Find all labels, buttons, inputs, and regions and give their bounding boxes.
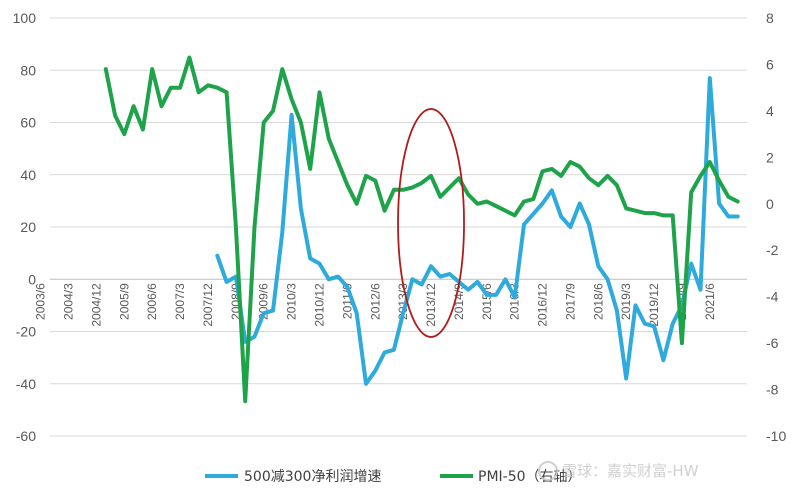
- legend-label-series-2: PMI-50（右轴）: [478, 469, 582, 485]
- series-layer: [103, 55, 740, 404]
- x-tick-label: 2016/12: [536, 283, 550, 327]
- y-left-tick-label: 20: [20, 219, 36, 235]
- y-left-tick-label: -20: [16, 324, 36, 340]
- x-tick-label: 2013/12: [424, 283, 438, 327]
- x-tick-label: 2004/12: [89, 283, 103, 327]
- y-left-tick-label: -60: [16, 428, 36, 444]
- series-line-2: [103, 55, 740, 404]
- y-left-tick-label: 0: [28, 271, 36, 287]
- x-tick-label: 2005/9: [117, 283, 131, 320]
- y-right-tick-label: -6: [766, 335, 779, 351]
- series-line-1: [215, 76, 740, 386]
- y-left-tick-label: 100: [13, 10, 37, 26]
- x-tick-label: 2007/12: [201, 283, 215, 327]
- x-tick-label: 2003/6: [34, 283, 48, 320]
- watermark-text: 雪球：嘉实财富-HW: [562, 462, 699, 480]
- x-tick-label: 2017/9: [563, 283, 577, 320]
- y-right-tick-label: -2: [766, 242, 779, 258]
- x-tick-label: 2012/6: [368, 283, 382, 320]
- legend-label-series-1: 500减300净利润增速: [244, 469, 381, 485]
- x-tick-label: 2010/12: [313, 283, 327, 327]
- x-tick-label: 2007/3: [173, 283, 187, 320]
- x-tick-label: 2019/12: [647, 283, 661, 327]
- y-right-tick-label: 2: [766, 149, 774, 165]
- y-right-tick-label: -4: [766, 289, 779, 305]
- x-tick-label: 2010/3: [285, 283, 299, 320]
- x-tick-label: 2006/6: [145, 283, 159, 320]
- y-left-tick-label: 60: [20, 115, 36, 131]
- y-left-tick-label: 80: [20, 62, 36, 78]
- legend: 500减300净利润增速 PMI-50（右轴）: [205, 469, 582, 485]
- y-axis-left: 100 80 60 40 20 0 -20 -40 -60: [13, 10, 37, 444]
- x-tick-label: 2019/3: [619, 283, 633, 320]
- x-tick-label: 2013/3: [396, 283, 410, 320]
- snowball-logo-icon: [538, 461, 558, 481]
- y-right-tick-label: 4: [766, 103, 774, 119]
- y-right-tick-label: -8: [766, 382, 779, 398]
- y-right-tick-label: -10: [766, 428, 786, 444]
- annotation-layer: [397, 108, 465, 338]
- y-left-tick-label: -40: [16, 376, 36, 392]
- x-tick-label: 2018/6: [591, 283, 605, 320]
- highlight-ellipse: [397, 108, 465, 338]
- x-tick-label: 2004/3: [62, 283, 76, 320]
- y-left-tick-label: 40: [20, 167, 36, 183]
- y-axis-right: 8 6 4 2 0 -2 -4 -6 -8 -10: [766, 10, 786, 444]
- x-tick-label: 2014/9: [452, 283, 466, 320]
- y-right-tick-label: 6: [766, 56, 774, 72]
- y-right-tick-label: 0: [766, 196, 774, 212]
- x-tick-label: 2021/6: [703, 283, 717, 320]
- y-right-tick-label: 8: [766, 10, 774, 26]
- watermark: 雪球：嘉实财富-HW: [538, 461, 699, 481]
